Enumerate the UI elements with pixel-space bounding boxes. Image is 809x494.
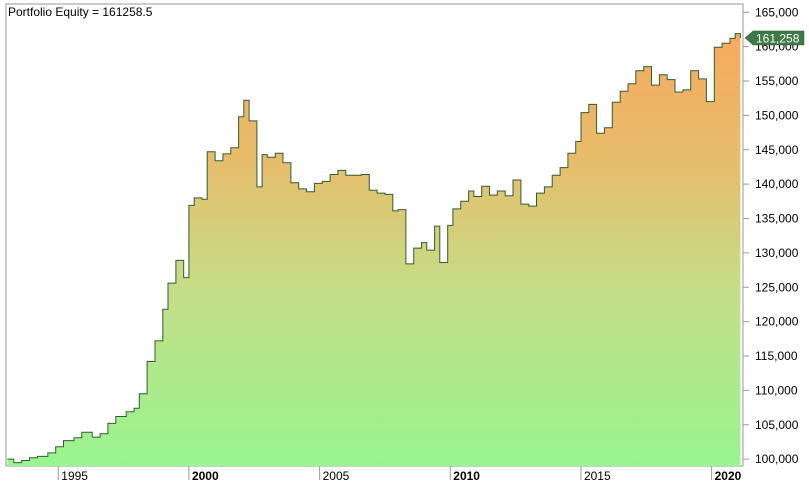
equity-line: [7, 33, 741, 464]
y-axis: 100,000 105,000 110,000 115,000 120,000 125,0…: [743, 5, 799, 466]
last-value-label: 161,258: [756, 31, 800, 45]
y-tick-label: 110,000: [755, 383, 798, 397]
x-tick-label: 2005: [323, 469, 350, 483]
y-tick-label: 135,000: [755, 212, 799, 226]
x-tick-label: 1995: [61, 469, 88, 483]
last-value-badge: 161,258: [744, 30, 805, 46]
x-tick-label: 2020: [715, 469, 742, 483]
last-value-badge-bg: [744, 30, 805, 46]
x-tick-label: 2010: [453, 469, 480, 483]
chart-title: Portfolio Equity = 161258.5: [8, 5, 153, 19]
x-tick-label: 2015: [584, 469, 611, 483]
x-axis: 1995 2000 2005 2010 2015 2020: [57, 466, 742, 483]
y-tick-label: 105,000: [755, 418, 799, 432]
y-tick-label: 145,000: [755, 143, 799, 157]
y-tick-label: 140,000: [755, 177, 799, 191]
y-tick-label: 125,000: [755, 280, 799, 294]
y-tick-label: 150,000: [755, 108, 799, 122]
y-tick-label: 120,000: [755, 315, 799, 329]
x-tick-label: 2000: [192, 469, 219, 483]
y-tick-label: 130,000: [755, 246, 799, 260]
y-tick-label: 165,000: [755, 5, 799, 19]
area-layer: [7, 33, 741, 466]
y-tick-label: 100,000: [755, 452, 799, 466]
y-tick-label: 115,000: [755, 349, 798, 363]
y-tick-label: 155,000: [755, 74, 799, 88]
equity-area: [7, 33, 741, 466]
